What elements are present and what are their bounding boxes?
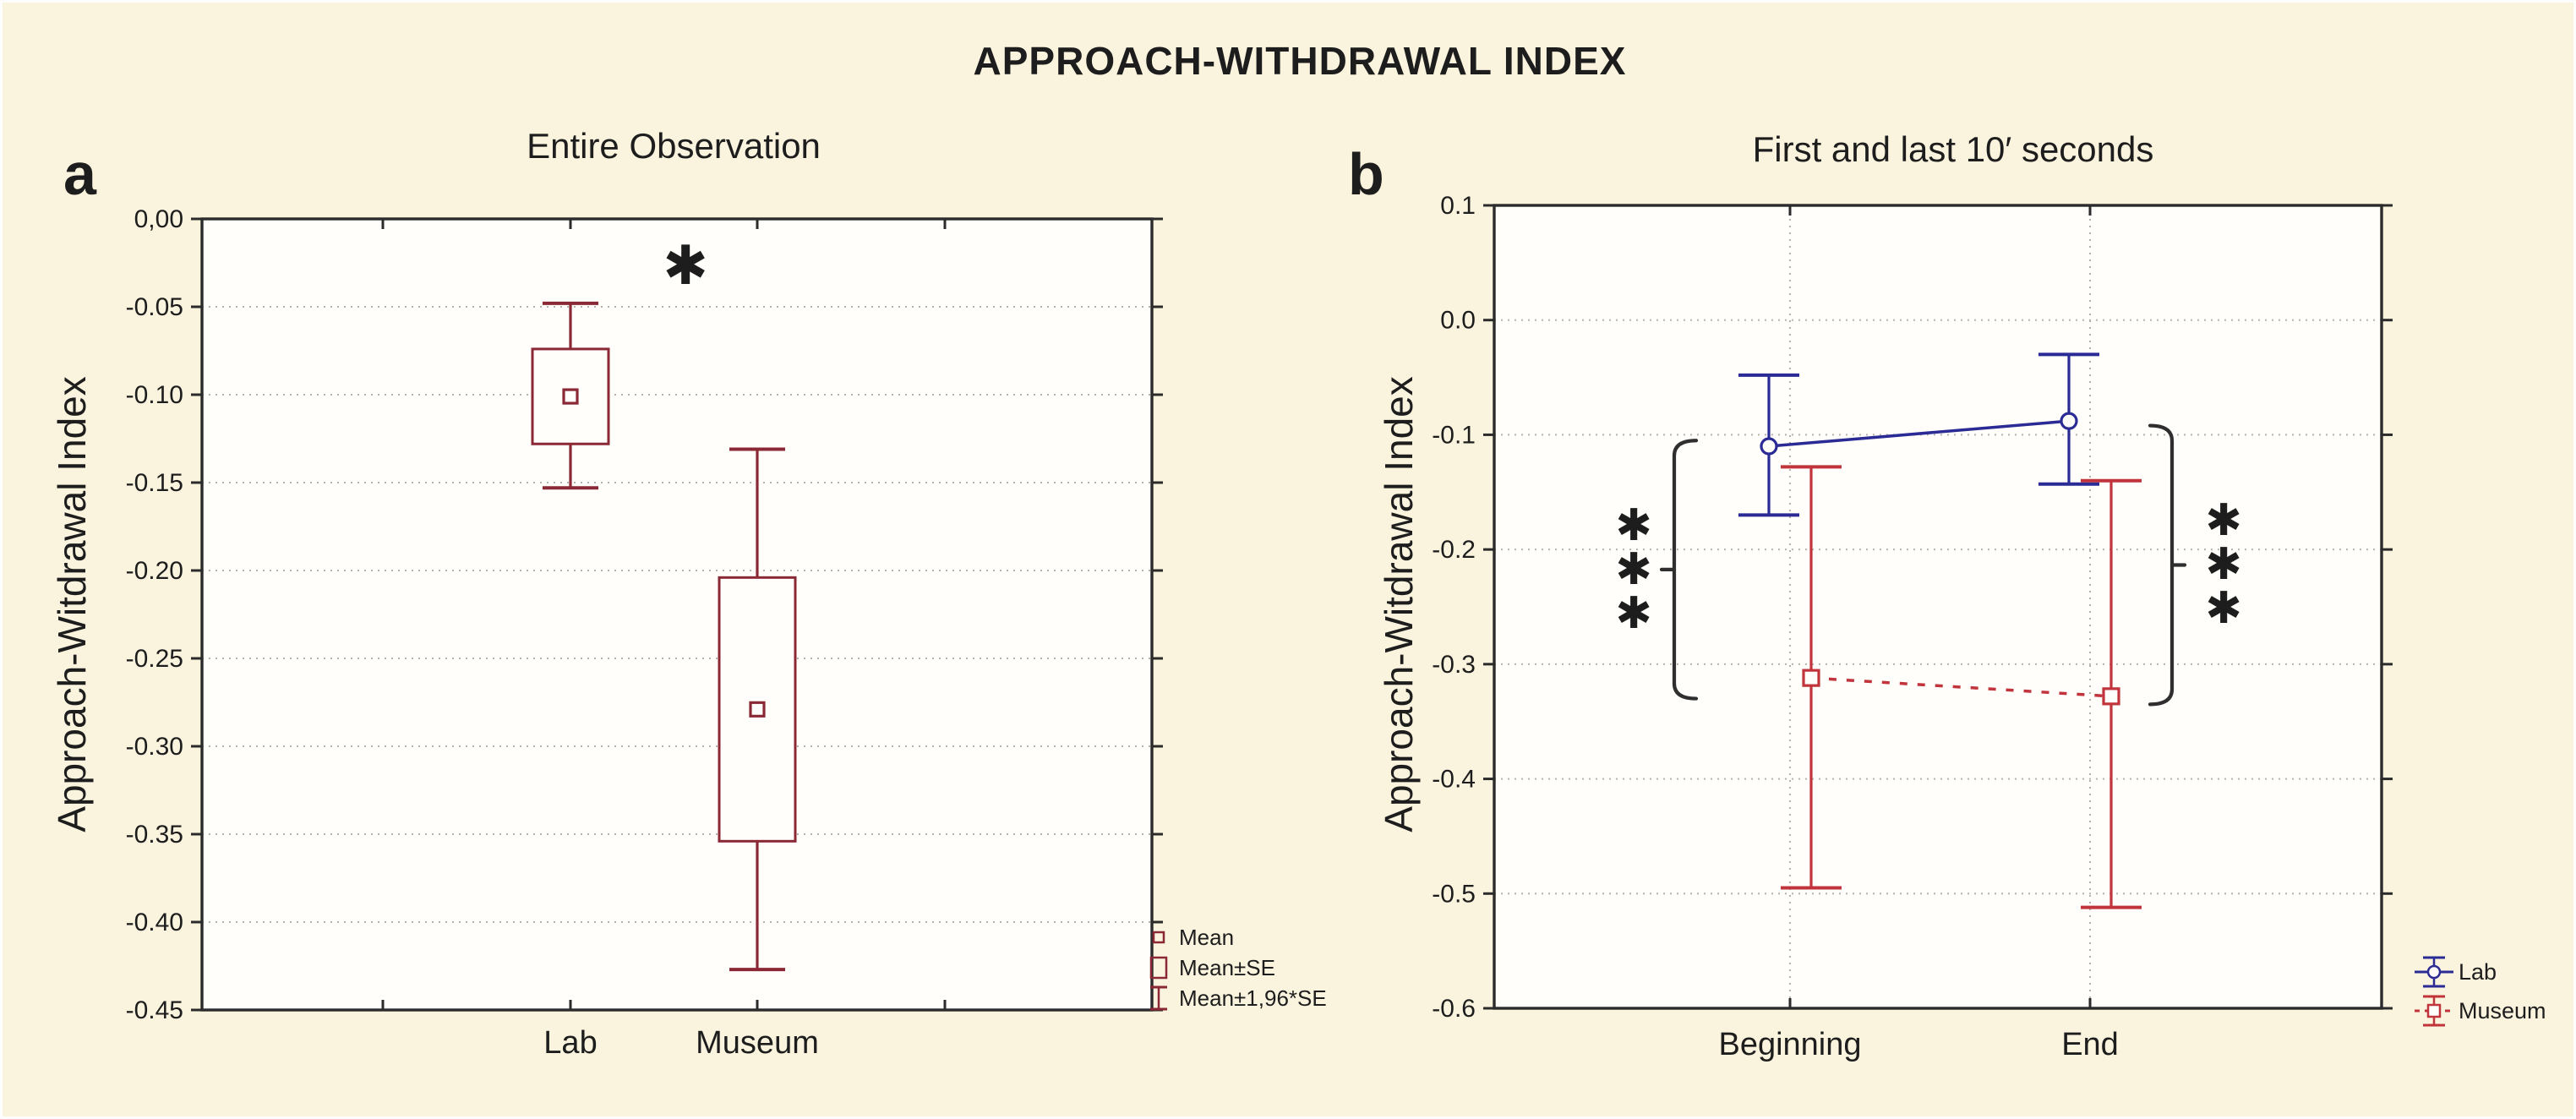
panel-b-category-beginning: Beginning xyxy=(1718,1027,1862,1062)
svg-text:-0.10: -0.10 xyxy=(126,381,183,409)
svg-text:-0.20: -0.20 xyxy=(126,557,183,585)
panel-b-significance-right: ✱ ✱ ✱ xyxy=(2205,495,2242,635)
panel-b-significance-left: ✱ ✱ ✱ xyxy=(1615,499,1652,639)
svg-text:-0.15: -0.15 xyxy=(126,469,183,497)
svg-text:-0.45: -0.45 xyxy=(126,996,183,1024)
svg-text:0.1: 0.1 xyxy=(1440,192,1476,220)
legend-label: Museum xyxy=(2459,997,2546,1023)
museum-series-marker-icon xyxy=(2415,993,2459,1029)
svg-text:-0.25: -0.25 xyxy=(126,645,183,673)
svg-text:-0.2: -0.2 xyxy=(1432,536,1476,564)
mean-marker-icon xyxy=(1145,925,1179,950)
panel-b-letter: b xyxy=(1348,141,1384,207)
panel-b-title: First and last 10′ seconds xyxy=(1752,129,2154,169)
panel-b-legend: Lab Museum xyxy=(2415,953,2546,1030)
legend-label: Mean±1,96*SE xyxy=(1179,985,1327,1011)
svg-text:-0.1: -0.1 xyxy=(1432,421,1476,449)
panel-a-category-museum: Museum xyxy=(696,1025,819,1061)
svg-text:-0.05: -0.05 xyxy=(126,293,183,321)
svg-text:-0.5: -0.5 xyxy=(1432,880,1476,908)
plot-canvas: 0,00 -0.05 -0.10 -0.15 -0.20 -0.25 -0.30 -0.35 -… xyxy=(126,192,2393,1024)
panel-a-significance-asterisk: ✱ xyxy=(663,235,708,297)
legend-item-lab: Lab xyxy=(2415,953,2546,991)
ci-whisker-icon xyxy=(1145,984,1179,1013)
legend-item-mean-se: Mean±SE xyxy=(1145,953,1327,983)
panel-a-letter: a xyxy=(63,141,96,207)
panel-b-category-end: End xyxy=(2061,1027,2119,1062)
legend-label: Mean±SE xyxy=(1179,954,1275,980)
svg-text:-0.3: -0.3 xyxy=(1432,651,1476,679)
legend-label: Lab xyxy=(2459,958,2497,985)
svg-text:0.0: 0.0 xyxy=(1440,307,1476,335)
svg-text:-0.6: -0.6 xyxy=(1432,995,1476,1023)
panel-a-legend: Mean Mean±SE Mean±1,96*SE xyxy=(1145,922,1327,1013)
panel-a-category-lab: Lab xyxy=(543,1025,598,1061)
svg-text:-0.30: -0.30 xyxy=(126,733,183,761)
lab-series-marker-icon xyxy=(2415,954,2459,990)
svg-text:-0.40: -0.40 xyxy=(126,909,183,936)
svg-text:0,00: 0,00 xyxy=(134,205,183,233)
panel-a-y-axis-label: Approach-Witdrawal Index xyxy=(50,376,94,832)
se-box-icon xyxy=(1145,954,1179,981)
legend-item-mean: Mean xyxy=(1145,922,1327,953)
svg-text:-0.4: -0.4 xyxy=(1432,766,1476,794)
legend-item-mean-ci: Mean±1,96*SE xyxy=(1145,983,1327,1013)
svg-text:-0.35: -0.35 xyxy=(126,821,183,849)
panel-a-title: Entire Observation xyxy=(527,126,821,166)
legend-item-museum: Museum xyxy=(2415,991,2546,1030)
figure-title: APPROACH-WITHDRAWAL INDEX xyxy=(973,39,1627,83)
panel-b-y-axis-label: Approach-Witdrawal Index xyxy=(1377,376,1421,832)
legend-label: Mean xyxy=(1179,924,1235,950)
